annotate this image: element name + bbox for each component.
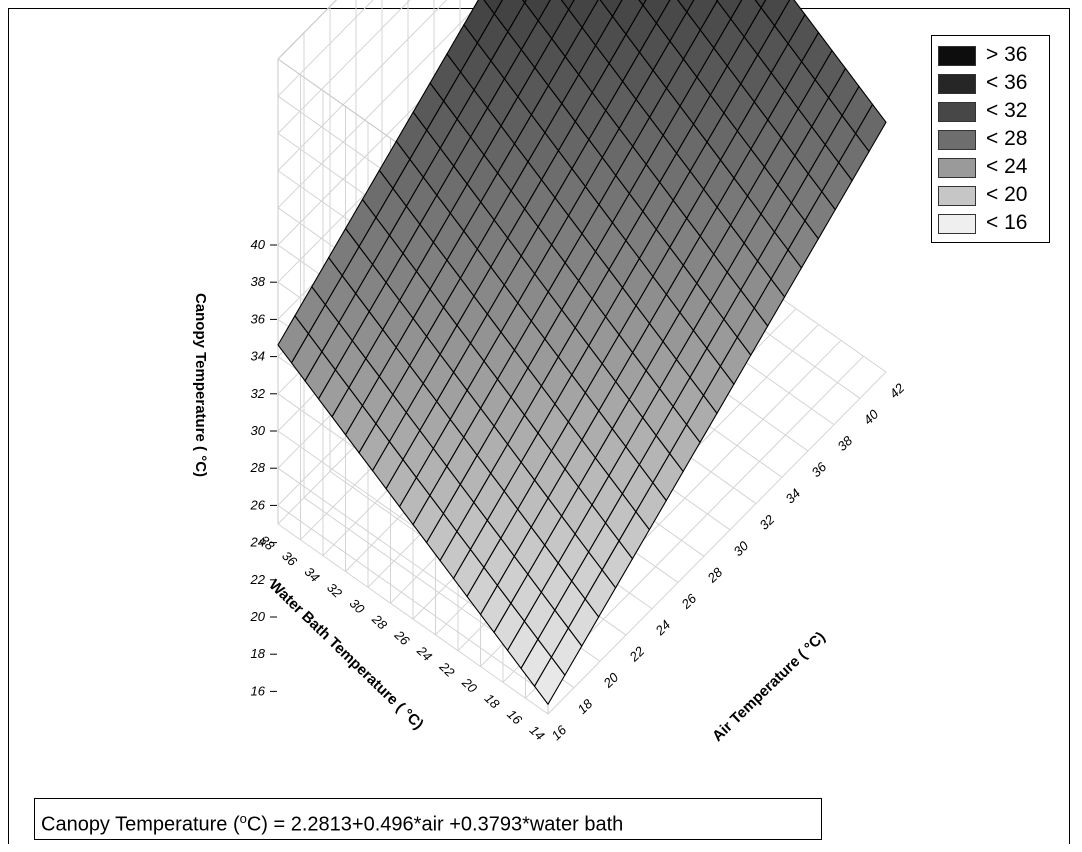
x-tick-label: 38 <box>834 432 855 453</box>
x-tick-label: 28 <box>704 564 726 586</box>
surface-cell <box>716 0 743 20</box>
x-tick-label: 24 <box>652 617 674 639</box>
grid-line <box>277 0 448 171</box>
legend-item: < 28 <box>938 126 1048 152</box>
x-tick-label: 16 <box>548 722 569 743</box>
surface-cell <box>599 0 623 18</box>
legend-label: < 20 <box>986 183 1028 206</box>
z-tick-label: 22 <box>250 572 266 587</box>
legend-item: > 36 <box>938 42 1048 68</box>
x-tick-label: 26 <box>678 590 700 612</box>
x-tick-label: 36 <box>808 459 829 480</box>
legend-label: < 24 <box>986 155 1028 178</box>
legend-label: < 28 <box>986 127 1028 150</box>
z-tick-label: 34 <box>251 349 265 364</box>
legend-swatch <box>938 46 976 66</box>
legend-item: < 32 <box>938 98 1048 124</box>
grid-line <box>547 371 887 715</box>
surface-cell <box>638 0 647 7</box>
z-tick-label: 26 <box>250 497 266 512</box>
surface-cell <box>537 0 570 40</box>
x-tick-label: 18 <box>574 696 595 717</box>
surface-cell <box>760 0 791 27</box>
legend-swatch <box>938 158 976 178</box>
x-tick-label: 22 <box>626 643 648 665</box>
z-tick-label: 28 <box>250 460 266 475</box>
surface-cell <box>730 0 762 38</box>
equation-degree-mark: o <box>239 811 247 826</box>
z-tick-label: 38 <box>251 274 266 289</box>
legend: > 36 < 36 < 32 < 28 < 24 < 20 < 16 <box>931 35 1050 243</box>
z-tick-label: 30 <box>251 423 266 438</box>
legend-item: < 20 <box>938 182 1048 208</box>
z-tick-label: 24 <box>250 535 265 550</box>
legend-item: < 16 <box>938 210 1048 236</box>
legend-swatch <box>938 74 976 94</box>
legend-swatch <box>938 102 976 122</box>
legend-label: < 32 <box>986 99 1028 122</box>
legend-label: < 36 <box>986 71 1028 94</box>
legend-swatch <box>938 186 976 206</box>
y-tick-label: 24 <box>413 642 435 664</box>
z-tick-label: 36 <box>251 311 266 326</box>
surface-cell <box>493 0 526 33</box>
grid-line <box>277 504 549 696</box>
y-axis-label: Water Bath Temperature ( °C) <box>266 577 427 734</box>
legend-label: > 36 <box>986 43 1028 66</box>
equation-text-after: C) = 2.2813+0.496*air +0.3793*water bath <box>246 813 624 836</box>
grid-line <box>277 0 411 134</box>
legend-item: < 36 <box>938 70 1048 96</box>
grid-line <box>277 0 485 209</box>
surface-cell <box>754 0 767 9</box>
x-tick-label: 30 <box>730 538 751 559</box>
surface-cell <box>686 0 718 31</box>
y-tick-label: 20 <box>458 674 480 696</box>
x-tick-label: 32 <box>756 511 777 532</box>
grid-line <box>277 0 374 97</box>
legend-swatch <box>938 214 976 234</box>
surface-cell <box>560 0 575 11</box>
surface-cell <box>642 0 671 25</box>
legend-label: < 16 <box>986 211 1028 234</box>
x-tick-label: 42 <box>886 380 907 401</box>
z-tick-label: 40 <box>251 237 266 252</box>
y-tick-label: 34 <box>302 564 323 585</box>
legend-item: < 24 <box>938 154 1048 180</box>
surface-cell <box>611 0 644 36</box>
x-tick-label: 40 <box>860 406 881 427</box>
z-tick-label: 16 <box>251 683 266 698</box>
y-tick-label: 28 <box>368 611 390 633</box>
surface-cell <box>463 0 495 44</box>
surface-cell <box>773 0 806 45</box>
x-axis-label: Air Temperature ( °C) <box>709 629 829 745</box>
response-surface <box>277 0 887 706</box>
y-tick-label: 16 <box>504 707 525 728</box>
surface-cell <box>677 0 695 13</box>
equation-text-before: Canopy Temperature ( <box>41 813 240 836</box>
y-tick-label: 14 <box>527 722 548 743</box>
y-tick-label: 18 <box>482 691 503 712</box>
surface-cell <box>715 0 719 2</box>
box-edge <box>277 0 338 60</box>
y-tick-label: 36 <box>279 548 300 569</box>
x-tick-label: 34 <box>782 486 803 507</box>
y-tick-label: 32 <box>324 580 345 601</box>
surface-cell <box>567 0 599 29</box>
z-tick-label: 32 <box>251 386 266 401</box>
y-tick-label: 26 <box>391 627 413 649</box>
surface-cell <box>483 0 503 15</box>
z-axis-label: Canopy Temperature ( °C) <box>192 293 209 477</box>
surface-cell <box>522 0 527 4</box>
legend-swatch <box>938 130 976 150</box>
z-tick-label: 18 <box>251 646 266 661</box>
y-tick-label: 22 <box>436 658 458 680</box>
regression-equation: Canopy Temperature (oC) = 2.2813+0.496*a… <box>34 798 822 840</box>
z-tick-label: 20 <box>250 609 266 624</box>
surface-cell <box>581 0 614 47</box>
x-tick-label: 20 <box>600 669 622 691</box>
y-tick-label: 30 <box>347 596 368 617</box>
surface-cell <box>524 0 551 22</box>
